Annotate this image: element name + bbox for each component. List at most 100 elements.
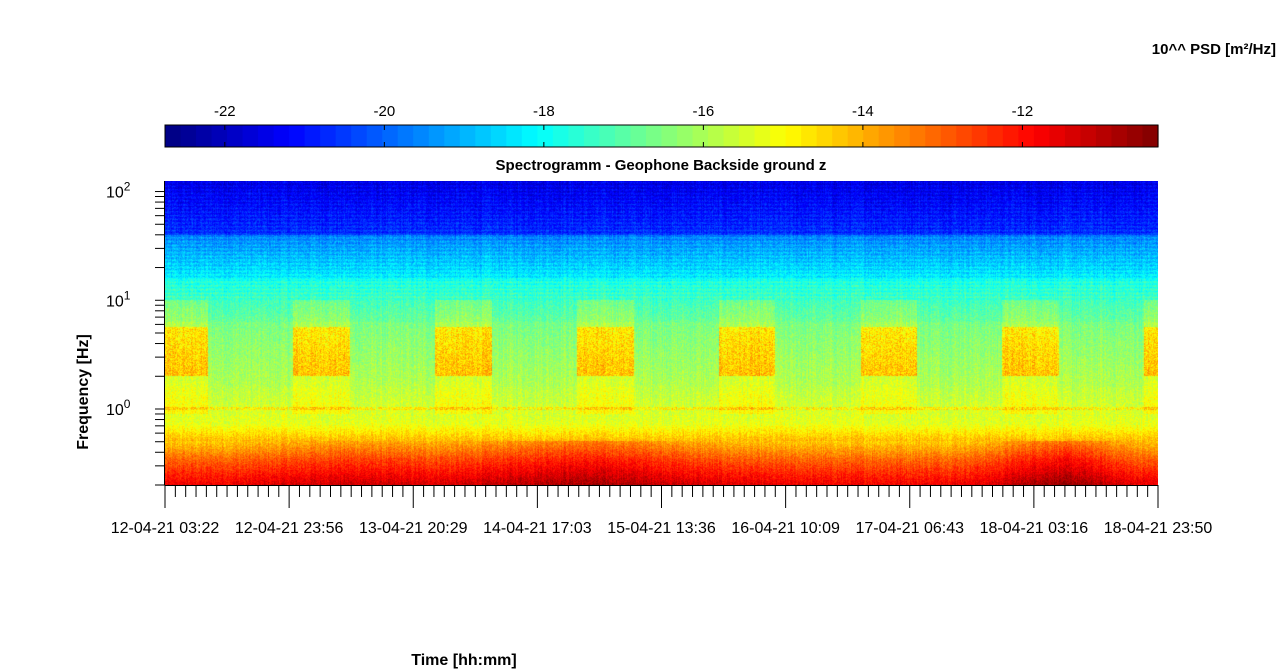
colorbar-step	[863, 125, 880, 147]
colorbar-step	[801, 125, 818, 147]
x-tick-label: 13-04-21 20:29	[359, 520, 468, 537]
colorbar-step	[335, 125, 352, 147]
colorbar-step	[273, 125, 290, 147]
colorbar-step	[506, 125, 523, 147]
colorbar-step	[351, 125, 368, 147]
colorbar-step	[770, 125, 787, 147]
colorbar-tick-label: -18	[533, 103, 555, 120]
colorbar-step	[832, 125, 849, 147]
colorbar-tick-label: -22	[214, 103, 236, 120]
colorbar-step	[583, 125, 601, 147]
colorbar-label: 10^^ PSD [m²/Hz]	[1152, 41, 1276, 58]
colorbar-step	[1111, 125, 1128, 147]
colorbar-step	[878, 125, 895, 147]
colorbar-step	[227, 125, 244, 147]
colorbar-tick-label: -16	[693, 103, 715, 120]
colorbar-step	[289, 125, 306, 147]
colorbar-step	[987, 125, 1004, 147]
plot-area	[165, 181, 1158, 485]
y-tick-base: 10	[106, 293, 124, 310]
colorbar-step	[692, 125, 709, 147]
chart-title: Spectrogramm - Geophone Backside ground …	[496, 157, 827, 174]
x-tick-label: 18-04-21 03:16	[980, 520, 1089, 537]
colorbar-step	[1049, 125, 1066, 147]
colorbar-step	[614, 125, 632, 147]
colorbar-tick-label: -14	[852, 103, 874, 120]
colorbar-tick-label: -20	[373, 103, 395, 120]
colorbar-step	[165, 125, 182, 147]
colorbar-step	[1095, 125, 1113, 147]
colorbar-step	[413, 125, 430, 147]
y-tick-label: 102	[106, 180, 131, 202]
colorbar-step	[940, 125, 957, 147]
colorbar-step	[459, 125, 476, 147]
x-tick-label: 12-04-21 03:22	[111, 520, 220, 537]
x-tick-label: 12-04-21 23:56	[235, 520, 344, 537]
colorbar-step	[490, 125, 507, 147]
colorbar-step	[475, 125, 492, 147]
colorbar-step	[909, 125, 926, 147]
colorbar-step	[382, 125, 399, 147]
spectrogram-image-holder	[165, 181, 1158, 485]
colorbar-step	[661, 125, 678, 147]
colorbar-step	[630, 125, 647, 147]
colorbar-step	[242, 125, 259, 147]
colorbar-step	[739, 125, 756, 147]
colorbar-frame	[164, 124, 1159, 148]
x-tick-label: 16-04-21 10:09	[731, 520, 840, 537]
colorbar-step	[723, 125, 740, 147]
colorbar-step	[1033, 125, 1050, 147]
spectrogram-image	[165, 181, 1158, 485]
y-tick-base: 10	[106, 402, 124, 419]
colorbar-step	[568, 125, 585, 147]
colorbar-step	[428, 125, 445, 147]
colorbar-step	[1126, 125, 1144, 147]
colorbar-step	[1002, 125, 1019, 147]
colorbar-step	[366, 125, 383, 147]
colorbar-step	[1142, 125, 1159, 147]
colorbar-step	[196, 125, 213, 147]
colorbar-step	[1018, 125, 1035, 147]
y-tick-exponent: 1	[124, 288, 131, 302]
colorbar-step	[599, 125, 616, 147]
x-tick-label: 14-04-21 17:03	[483, 520, 592, 537]
colorbar-step	[894, 125, 911, 147]
colorbar-step	[925, 125, 942, 147]
colorbar-step	[785, 125, 802, 147]
colorbar-step	[211, 125, 228, 147]
colorbar-step	[320, 125, 337, 147]
colorbar-step	[552, 125, 570, 147]
colorbar-step	[708, 125, 725, 147]
x-tick-label: 15-04-21 13:36	[607, 520, 716, 537]
colorbar-step	[304, 125, 321, 147]
colorbar-step	[258, 125, 275, 147]
colorbar-step	[1080, 125, 1097, 147]
colorbar-step	[397, 125, 414, 147]
colorbar-step	[521, 125, 538, 147]
colorbar-step	[444, 125, 461, 147]
y-tick-exponent: 0	[124, 397, 131, 411]
x-tick-label: 17-04-21 06:43	[855, 520, 964, 537]
colorbar-step	[754, 125, 771, 147]
colorbar-step	[847, 125, 864, 147]
colorbar-step	[816, 125, 833, 147]
colorbar-tick-label: -12	[1012, 103, 1034, 120]
y-axis-label: Frequency [Hz]	[75, 334, 92, 450]
colorbar-step	[1064, 125, 1082, 147]
colorbar-step	[537, 125, 554, 147]
colorbar-step	[180, 125, 197, 147]
x-axis: 12-04-21 03:22 12-04-21 23:56 13-04-21 20:…	[111, 485, 1213, 537]
colorbar-step	[645, 125, 663, 147]
y-tick-base: 10	[106, 185, 124, 202]
colorbar-step	[677, 125, 694, 147]
x-axis-label: Time [hh:mm]	[411, 652, 516, 669]
colorbar-step	[971, 125, 988, 147]
x-tick-label: 18-04-21 23:50	[1104, 520, 1213, 537]
y-tick-exponent: 2	[124, 180, 131, 194]
colorbar-step	[956, 125, 973, 147]
y-tick-label: 101	[106, 288, 131, 310]
colorbar: -22 -20 -18 -16 -14 -12	[164, 103, 1159, 148]
y-tick-label: 100	[106, 397, 131, 419]
